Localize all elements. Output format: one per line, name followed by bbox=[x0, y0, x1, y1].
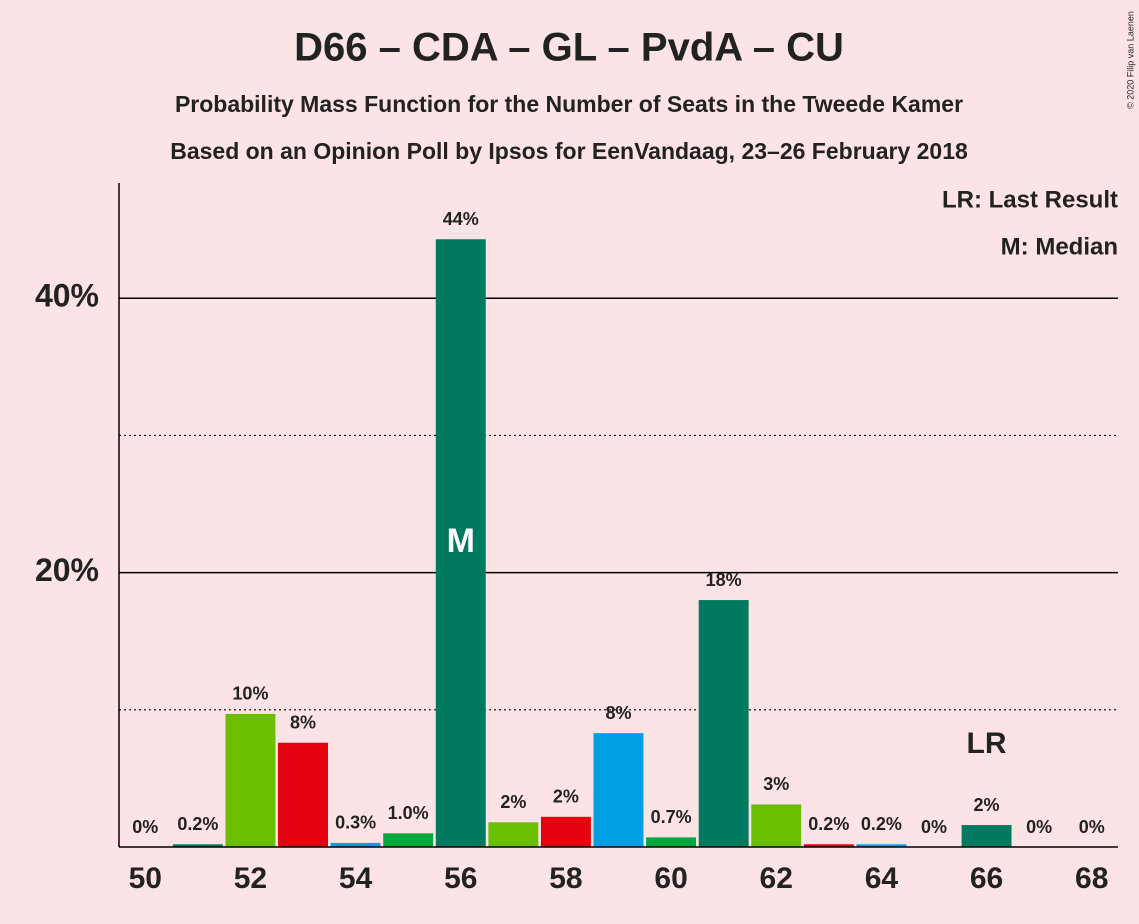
x-tick-label: 52 bbox=[234, 862, 267, 895]
value-label: 3% bbox=[763, 774, 789, 794]
legend-entry: M: Median bbox=[1001, 233, 1118, 260]
bar bbox=[330, 842, 381, 847]
value-label: 2% bbox=[553, 787, 579, 807]
value-label: 2% bbox=[974, 795, 1000, 815]
value-label: 0.7% bbox=[651, 807, 692, 827]
value-label: 1.0% bbox=[388, 803, 429, 823]
copyright: © 2020 Filip van Laenen bbox=[1125, 11, 1135, 109]
value-label: 0% bbox=[1079, 817, 1105, 837]
bar bbox=[961, 825, 1012, 847]
value-label: 0.3% bbox=[335, 813, 376, 833]
bar bbox=[435, 239, 486, 848]
y-tick-label: 20% bbox=[35, 552, 99, 588]
bar bbox=[803, 844, 854, 847]
value-label: 0.2% bbox=[808, 814, 849, 834]
x-tick-label: 58 bbox=[549, 862, 582, 895]
value-label: 18% bbox=[706, 570, 742, 590]
x-tick-label: 56 bbox=[444, 862, 477, 895]
last-result-marker: LR bbox=[967, 727, 1007, 760]
value-label: 0.2% bbox=[861, 814, 902, 834]
bar bbox=[698, 600, 749, 847]
median-marker: M bbox=[447, 522, 475, 560]
value-label: 0% bbox=[1026, 817, 1052, 837]
legend-entry: LR: Last Result bbox=[942, 186, 1118, 213]
value-label: 44% bbox=[443, 209, 479, 229]
bar bbox=[856, 844, 907, 847]
chart-title: D66 – CDA – GL – PvdA – CU bbox=[294, 26, 844, 70]
x-tick-label: 60 bbox=[654, 862, 687, 895]
bar bbox=[540, 816, 591, 847]
x-tick-label: 54 bbox=[339, 862, 373, 895]
value-label: 8% bbox=[605, 703, 631, 723]
bar bbox=[488, 822, 539, 847]
bar bbox=[225, 713, 276, 847]
bar bbox=[278, 742, 329, 847]
bar bbox=[383, 833, 434, 847]
value-label: 0% bbox=[132, 817, 158, 837]
bar bbox=[172, 844, 223, 847]
y-tick-label: 40% bbox=[35, 278, 99, 314]
bar bbox=[646, 837, 697, 847]
chart-subtitle: Based on an Opinion Poll by Ipsos for Ee… bbox=[170, 138, 968, 164]
x-tick-label: 68 bbox=[1075, 862, 1108, 895]
bar bbox=[593, 733, 644, 847]
value-label: 8% bbox=[290, 712, 316, 732]
x-tick-label: 62 bbox=[760, 862, 793, 895]
chart-subtitle: Probability Mass Function for the Number… bbox=[175, 91, 963, 117]
x-tick-label: 50 bbox=[129, 862, 162, 895]
value-label: 0% bbox=[921, 817, 947, 837]
value-label: 0.2% bbox=[177, 814, 218, 834]
x-tick-label: 66 bbox=[970, 862, 1003, 895]
value-label: 2% bbox=[500, 792, 526, 812]
bar bbox=[751, 804, 802, 847]
value-label: 10% bbox=[232, 684, 268, 704]
x-tick-label: 64 bbox=[865, 862, 899, 895]
